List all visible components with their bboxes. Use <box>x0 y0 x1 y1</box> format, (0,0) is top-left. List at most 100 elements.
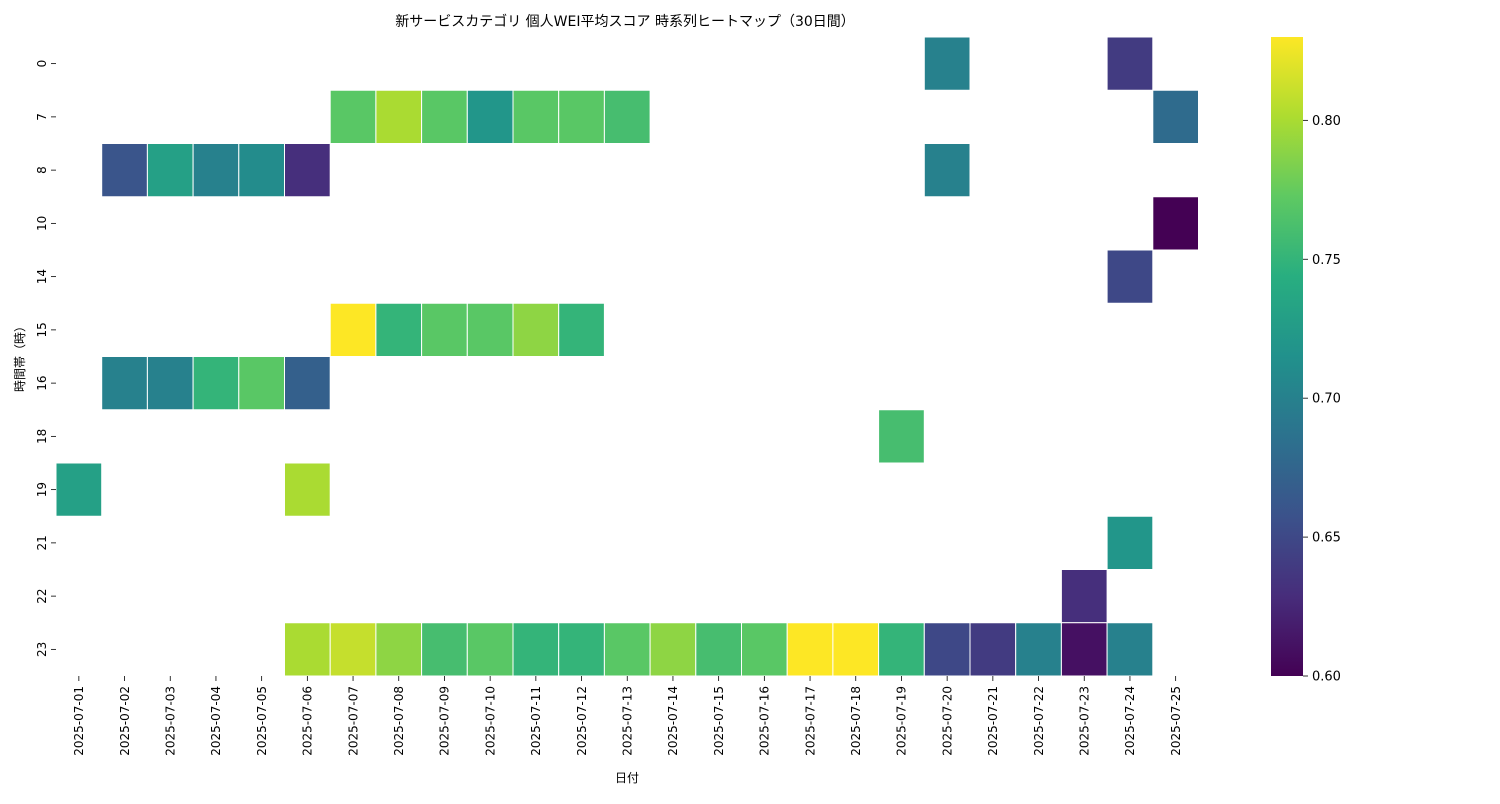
heatmap-cell-2025-07-05-h16 <box>238 356 286 411</box>
heatmap-cell-2025-07-10-h7 <box>466 89 514 144</box>
heatmap-cell-2025-07-08-h7 <box>375 89 423 144</box>
x-tick-label-2025-07-24: 2025-07-24 <box>1123 686 1137 756</box>
heatmap-cell-2025-07-07-h23 <box>329 622 377 677</box>
heatmap-cell-2025-07-07-h7 <box>329 89 377 144</box>
x-tick-label-2025-07-17: 2025-07-17 <box>803 686 817 756</box>
x-axis-label: 日付 <box>615 771 639 785</box>
heatmap-cell-2025-07-25-h7 <box>1152 89 1200 144</box>
heatmap-cell-2025-07-06-h16 <box>284 356 331 411</box>
y-tick-label-10: 10 <box>35 216 49 231</box>
colorbar-tick-label-0.70: 0.70 <box>1312 392 1341 407</box>
y-tick-label-0: 0 <box>35 60 49 68</box>
y-tick-label-18: 18 <box>35 429 49 444</box>
y-tick-label-16: 16 <box>35 375 49 390</box>
x-tick-label-2025-07-25: 2025-07-25 <box>1169 686 1183 756</box>
heatmap-cell-2025-07-19-h18 <box>878 409 925 464</box>
heatmap-cell-2025-07-08-h23 <box>375 622 423 677</box>
colorbar-tick-label-0.75: 0.75 <box>1312 253 1341 268</box>
colorbar-gradient <box>1271 37 1303 676</box>
heatmap-cell-2025-07-08-h15 <box>375 302 423 357</box>
heatmap-cell-2025-07-13-h23 <box>603 622 651 677</box>
heatmap-cell-2025-07-22-h23 <box>1015 622 1062 677</box>
heatmap-cell-2025-07-04-h8 <box>192 143 240 198</box>
heatmap-cell-2025-07-05-h8 <box>238 143 286 198</box>
heatmap-cell-2025-07-12-h23 <box>558 622 605 677</box>
heatmap-cell-2025-07-09-h23 <box>421 622 468 677</box>
heatmap-cell-2025-07-15-h23 <box>695 622 742 677</box>
heatmap-cell-2025-07-14-h23 <box>649 622 697 677</box>
x-tick-label-2025-07-10: 2025-07-10 <box>483 686 497 756</box>
heatmap-cell-2025-07-09-h7 <box>421 89 468 144</box>
colorbar-tick-label-0.65: 0.65 <box>1312 531 1341 546</box>
heatmap-cell-2025-07-10-h15 <box>466 302 514 357</box>
heatmap-cell-2025-07-24-h14 <box>1106 249 1154 304</box>
y-tick-label-21: 21 <box>35 535 49 550</box>
heatmap-cell-2025-07-12-h15 <box>558 302 605 357</box>
heatmap-cell-2025-07-10-h23 <box>466 622 514 677</box>
x-tick-label-2025-07-04: 2025-07-04 <box>209 686 223 756</box>
heatmap-cell-2025-07-02-h16 <box>101 356 148 411</box>
y-tick-label-14: 14 <box>35 269 49 284</box>
heatmap-cell-2025-07-24-h23 <box>1106 622 1154 677</box>
x-tick-label-2025-07-07: 2025-07-07 <box>346 686 360 756</box>
heatmap-cell-2025-07-25-h10 <box>1152 196 1200 251</box>
heatmap-cell-2025-07-11-h7 <box>512 89 560 144</box>
x-tick-label-2025-07-13: 2025-07-13 <box>621 686 635 756</box>
colorbar-tick-label-0.80: 0.80 <box>1312 114 1341 129</box>
heatmap-cell-2025-07-16-h23 <box>741 622 788 677</box>
heatmap-cell-2025-07-20-h0 <box>923 36 971 91</box>
x-axis-ticks: 2025-07-01 2025-07-02 2025-07-03 2025-07-04… <box>72 676 1183 756</box>
heatmap-cell-2025-07-12-h7 <box>558 89 605 144</box>
x-tick-label-2025-07-22: 2025-07-22 <box>1032 686 1046 756</box>
heatmap-cell-2025-07-23-h22 <box>1060 569 1108 624</box>
heatmap-cell-2025-07-03-h8 <box>146 143 194 198</box>
x-tick-label-2025-07-09: 2025-07-09 <box>438 686 452 756</box>
x-tick-label-2025-07-18: 2025-07-18 <box>849 686 863 756</box>
x-tick-label-2025-07-23: 2025-07-23 <box>1078 686 1092 756</box>
heatmap-cell-2025-07-01-h19 <box>55 462 103 517</box>
y-axis-ticks: 0 7 8 10 14 15 16 18 19 21 22 23 <box>35 60 56 657</box>
heatmap-cell-2025-07-19-h23 <box>878 622 925 677</box>
chart-title: 新サービスカテゴリ 個人WEI平均スコア 時系列ヒートマップ（30日間） <box>395 13 855 30</box>
y-tick-label-23: 23 <box>35 642 49 657</box>
heatmap-cell-2025-07-11-h23 <box>512 622 560 677</box>
x-tick-label-2025-07-08: 2025-07-08 <box>392 686 406 756</box>
y-tick-label-7: 7 <box>35 113 49 121</box>
heatmap-cell-2025-07-09-h15 <box>421 302 468 357</box>
heatmap-cell-2025-07-03-h16 <box>146 356 194 411</box>
heatmap-cell-2025-07-13-h7 <box>603 89 651 144</box>
x-tick-label-2025-07-21: 2025-07-21 <box>986 686 1000 756</box>
x-tick-label-2025-07-01: 2025-07-01 <box>72 686 86 756</box>
heatmap-cell-2025-07-06-h23 <box>284 622 331 677</box>
y-tick-label-15: 15 <box>35 322 49 337</box>
y-tick-label-22: 22 <box>35 588 49 603</box>
colorbar: 0.60 0.65 0.70 0.75 0.80 <box>1271 37 1341 685</box>
y-axis-label: 時間帯（時） <box>13 320 27 392</box>
x-tick-label-2025-07-16: 2025-07-16 <box>758 686 772 756</box>
colorbar-tick-label-0.60: 0.60 <box>1312 670 1341 685</box>
heatmap-cell-2025-07-06-h19 <box>284 462 331 517</box>
x-tick-label-2025-07-12: 2025-07-12 <box>575 686 589 756</box>
heatmap-cell-2025-07-06-h8 <box>284 143 331 198</box>
heatmap-cell-2025-07-17-h23 <box>786 622 834 677</box>
heatmap-cell-2025-07-21-h23 <box>969 622 1017 677</box>
x-tick-label-2025-07-03: 2025-07-03 <box>164 686 178 756</box>
heatmap-cell-2025-07-20-h8 <box>923 143 971 198</box>
x-tick-label-2025-07-11: 2025-07-11 <box>529 686 543 756</box>
heatmap-cell-2025-07-18-h23 <box>832 622 880 677</box>
heatmap-cells <box>55 36 1200 677</box>
y-tick-label-19: 19 <box>35 482 49 497</box>
heatmap-cell-2025-07-23-h23 <box>1060 622 1108 677</box>
heatmap-cell-2025-07-02-h8 <box>101 143 148 198</box>
x-tick-label-2025-07-15: 2025-07-15 <box>712 686 726 756</box>
heatmap-cell-2025-07-07-h15 <box>329 302 377 357</box>
heatmap-cell-2025-07-24-h0 <box>1106 36 1154 91</box>
x-tick-label-2025-07-14: 2025-07-14 <box>666 686 680 756</box>
heatmap-cell-2025-07-04-h16 <box>192 356 240 411</box>
heatmap-cell-2025-07-20-h23 <box>923 622 971 677</box>
x-tick-label-2025-07-06: 2025-07-06 <box>301 686 315 756</box>
x-tick-label-2025-07-02: 2025-07-02 <box>118 686 132 756</box>
x-tick-label-2025-07-20: 2025-07-20 <box>940 686 954 756</box>
